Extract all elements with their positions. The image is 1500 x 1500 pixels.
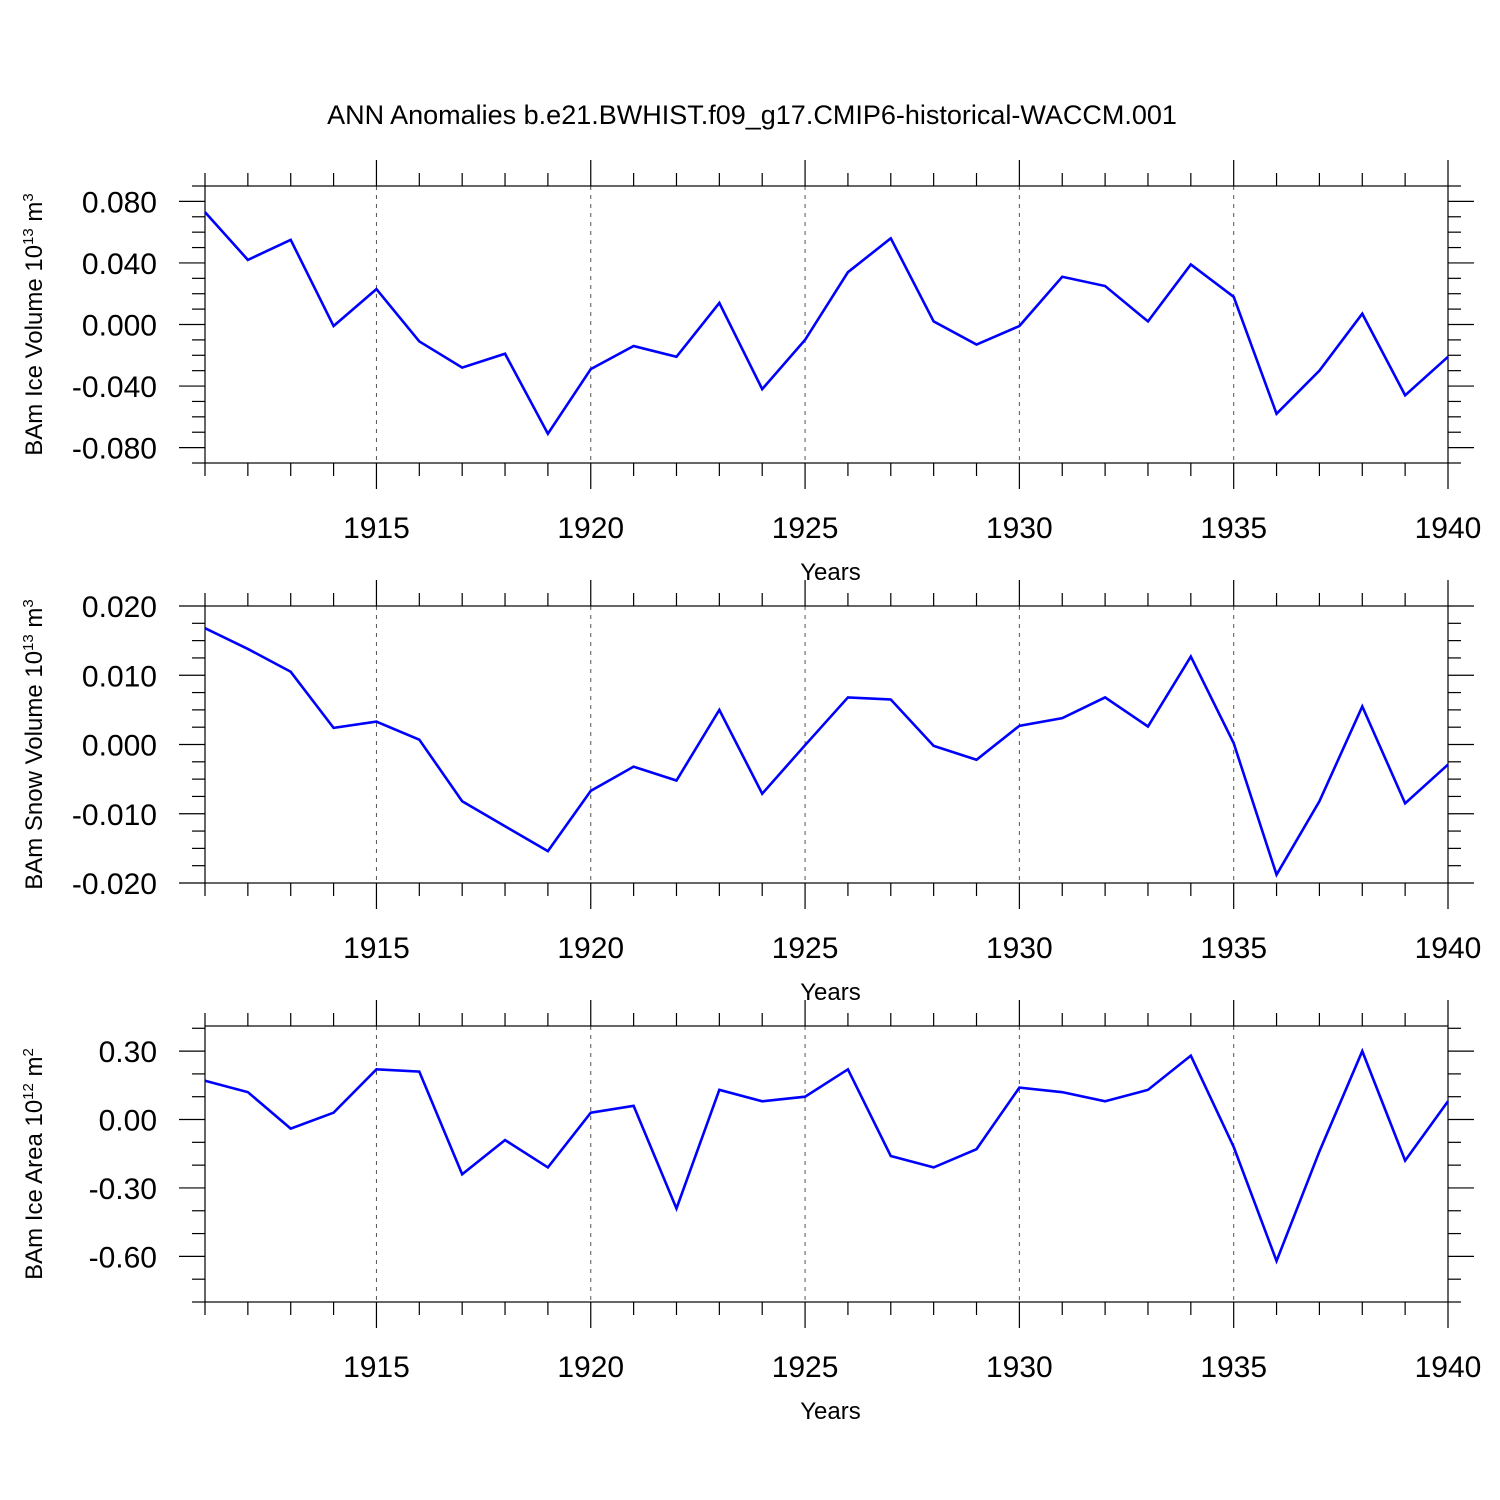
series-line (204, 211, 1449, 437)
x-tick-label: 1935 (1200, 932, 1267, 965)
y-axis-title: BAm Ice Area 1012 m2 (20, 1048, 48, 1280)
panel-3: 1915 1920 1925 1930 1935 1940 Years -0.60 -0.30 0… (20, 1000, 1481, 1425)
y-axis-title-text: BAm Ice Volume 10 (21, 245, 48, 456)
y-axis-title: BAm Snow Volume 1013 m3 (20, 599, 48, 890)
x-tick-label: 1920 (557, 512, 624, 545)
x-tick-label: 1920 (557, 1351, 624, 1384)
y-tick-label: -0.60 (89, 1241, 157, 1274)
x-tick-label: 1935 (1200, 1351, 1267, 1384)
y-axis-title-exponent: 13 (20, 634, 37, 651)
y-tick-label: -0.010 (72, 799, 157, 832)
x-axis-title: Years (800, 559, 861, 586)
y-axis-title-unit-exponent: 2 (20, 1048, 37, 1056)
series-line (204, 1047, 1450, 1265)
y-axis-title-exponent: 12 (20, 1083, 37, 1100)
x-axis-title: Years (800, 979, 861, 1006)
y-tick-label: -0.30 (89, 1173, 157, 1206)
plot-frame (204, 1025, 1449, 1303)
x-tick-label: 1930 (986, 512, 1053, 545)
y-tick-label: 0.020 (82, 591, 157, 624)
y-tick-label: -0.040 (72, 371, 157, 404)
y-axis-title-unit: m (21, 608, 48, 635)
x-tick-label: 1925 (772, 932, 839, 965)
x-tick-label: 1925 (772, 512, 839, 545)
x-axis-title: Years (800, 1398, 861, 1425)
y-tick-label: -0.020 (72, 868, 157, 901)
y-tick-label: -0.080 (72, 433, 157, 466)
y-axis-title-unit-exponent: 3 (20, 193, 37, 201)
x-tick-label: 1920 (557, 932, 624, 965)
panel-2: 1915 1920 1925 1930 1935 1940 Years -0.020 -0.01… (20, 580, 1481, 1006)
x-tick-label: 1935 (1200, 512, 1267, 545)
panels: 1915 1920 1925 1930 1935 1940 Years -0.080 -0.04… (20, 160, 1481, 1425)
y-tick-label: 0.080 (82, 186, 157, 219)
y-axis-title-exponent: 13 (20, 228, 37, 245)
x-tick-label: 1940 (1415, 1351, 1482, 1384)
chart-title: ANN Anomalies b.e21.BWHIST.f09_g17.CMIP6… (327, 100, 1177, 130)
x-tick-label: 1940 (1415, 512, 1482, 545)
y-tick-label: 0.010 (82, 660, 157, 693)
x-tick-label: 1915 (343, 1351, 410, 1384)
plot-frame (204, 185, 1449, 464)
y-axis-title-text: BAm Ice Area 10 (21, 1100, 48, 1280)
y-axis-title-unit-exponent: 3 (20, 599, 37, 607)
y-axis-title-unit: m (21, 202, 48, 229)
x-tick-label: 1915 (343, 932, 410, 965)
y-axis-title-unit: m (21, 1056, 48, 1083)
panel-1: 1915 1920 1925 1930 1935 1940 Years -0.080 -0.04… (20, 160, 1481, 586)
x-tick-label: 1915 (343, 512, 410, 545)
y-tick-label: 0.040 (82, 248, 157, 281)
x-tick-label: 1925 (772, 1351, 839, 1384)
x-tick-label: 1930 (986, 1351, 1053, 1384)
y-tick-label: 0.30 (99, 1036, 157, 1069)
y-axis-title-text: BAm Snow Volume 10 (21, 651, 48, 890)
y-tick-label: 0.00 (99, 1105, 157, 1138)
x-tick-label: 1940 (1415, 932, 1482, 965)
y-axis-title: BAm Ice Volume 1013 m3 (20, 193, 48, 455)
plot-frame (204, 605, 1449, 884)
y-tick-label: 0.000 (82, 310, 157, 343)
series-line (204, 626, 1449, 878)
y-tick-label: 0.000 (82, 730, 157, 763)
x-tick-label: 1930 (986, 932, 1053, 965)
